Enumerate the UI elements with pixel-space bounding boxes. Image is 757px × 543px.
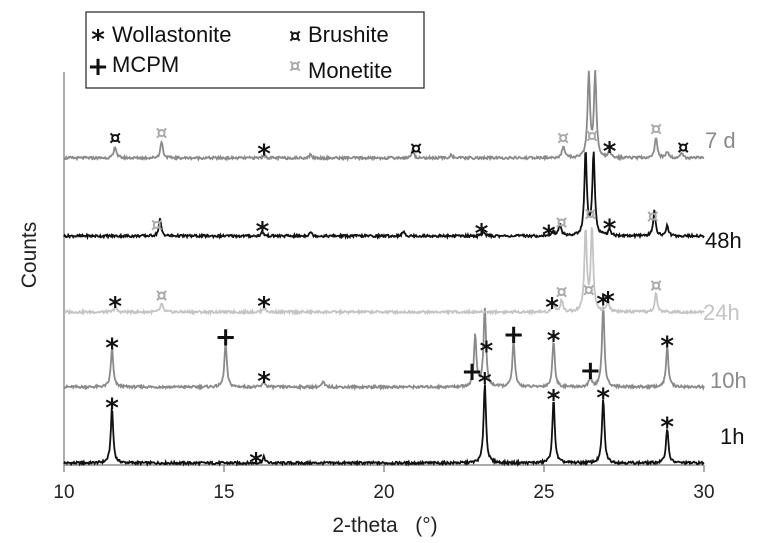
peak-marker-1-7: + [580, 356, 602, 386]
peak-marker-4-0: ¤ [109, 127, 121, 149]
peak-marker-1-9: * [660, 332, 674, 362]
x-tick-label-0: 10 [53, 482, 74, 503]
peak-marker-1-1: + [215, 322, 237, 352]
peak-marker-4-2: * [257, 140, 271, 170]
legend-box [85, 11, 425, 89]
peak-marker-2-3: * [545, 293, 559, 323]
peak-marker-3-0: ¤ [151, 214, 163, 236]
peak-marker-3-3: * [542, 221, 556, 251]
peak-marker-4-5: ¤ [586, 125, 598, 147]
peak-marker-4-6: * [603, 137, 617, 167]
x-tick-label-1: 15 [213, 482, 234, 503]
x-tick-label-2: 20 [373, 482, 394, 503]
peak-marker-2-6: * [601, 287, 615, 317]
peak-marker-4-7: ¤ [650, 118, 662, 140]
legend-mcpm-label: MCPM [112, 52, 179, 77]
peak-marker-3-6: * [603, 214, 617, 244]
x-tick-label-3: 25 [533, 482, 554, 503]
peak-marker-2-7: ¤ [650, 275, 662, 297]
series-layer [63, 69, 705, 467]
peak-marker-4-8: ¤ [677, 137, 689, 159]
peak-marker-0-3: * [547, 385, 561, 415]
legend-mcpm-symbol: + [87, 52, 109, 82]
peak-marker-3-1: * [256, 217, 270, 247]
peak-marker-1-4: * [480, 336, 494, 366]
peak-marker-0-0: * [105, 393, 119, 423]
series-line-4 [63, 69, 705, 162]
peak-markers: **** *** +* +*+ *+*** ¤ * *¤ ¤ *¤¤ * * * ¤ ¤* ¤¤ ¤* ¤ ¤ ¤*¤… [105, 118, 689, 478]
series-label-4: 7 d [705, 128, 736, 153]
series-label-3: 48h [705, 228, 742, 253]
legend-wollastonite-symbol: * [91, 25, 105, 55]
peak-marker-1-8: * [596, 290, 610, 320]
peak-marker-4-3: ¤ [410, 138, 422, 160]
peak-marker-2-0: * [108, 292, 122, 322]
legend-brushite-label: Brushite [308, 22, 389, 47]
y-axis-title: Counts [18, 222, 41, 289]
legend-monetite-label: Monetite [308, 58, 392, 83]
legend-brushite-symbol: ¤ [289, 25, 301, 47]
peak-marker-0-2: * [478, 368, 492, 398]
series-line-2 [63, 227, 705, 317]
legend-monetite-symbol: ¤ [289, 55, 301, 77]
series-line-3 [63, 151, 705, 241]
x-axis-title: 2-theta (°) [332, 514, 437, 537]
series-labels: 1h 10h 24h 48h 7 d [703, 128, 747, 449]
peak-marker-2-1: ¤ [156, 285, 168, 307]
peak-marker-1-2: * [257, 367, 271, 397]
peak-marker-0-5: * [660, 413, 674, 443]
peak-marker-1-5: + [503, 320, 525, 350]
peak-marker-1-6: * [547, 326, 561, 356]
legend: * Wollastonite ¤ Brushite + MCPM ¤ Monet… [85, 11, 425, 89]
peak-marker-1-0: * [105, 333, 119, 363]
peak-marker-4-4: ¤ [557, 127, 569, 149]
series-label-1: 10h [710, 368, 747, 393]
x-tick-label-4: 30 [693, 482, 714, 503]
peak-marker-3-7: ¤ [647, 206, 659, 228]
series-label-0: 1h [720, 424, 744, 449]
peak-marker-2-2: * [257, 292, 271, 322]
series-label-2: 24h [703, 300, 740, 325]
peak-marker-0-4: * [596, 383, 610, 413]
legend-wollastonite-label: Wollastonite [112, 22, 231, 47]
peak-marker-4-1: ¤ [156, 122, 168, 144]
series-line-0 [63, 384, 705, 467]
peak-marker-2-5: ¤ [583, 279, 595, 301]
peak-marker-3-4: ¤ [556, 211, 568, 233]
x-ticks: 10 15 20 25 30 [53, 465, 715, 503]
peak-marker-1-3: + [461, 357, 483, 387]
peak-marker-2-4: ¤ [556, 281, 568, 303]
peak-marker-3-2: * [475, 219, 489, 249]
peak-marker-0-1: * [249, 448, 263, 478]
series-line-1 [63, 306, 705, 392]
peak-marker-3-5: ¤ [584, 203, 596, 225]
